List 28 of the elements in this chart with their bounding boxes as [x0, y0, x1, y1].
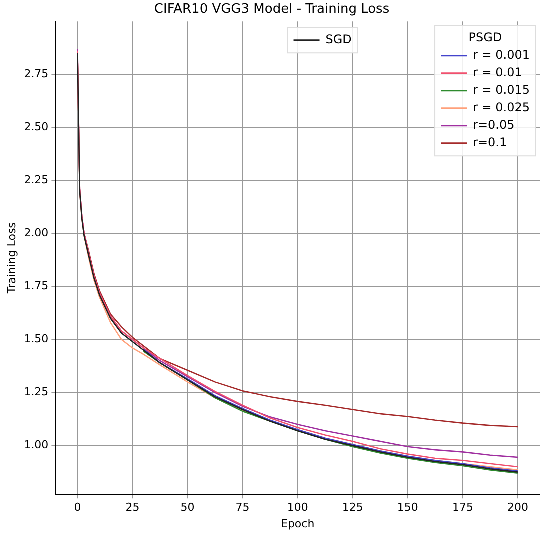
y-tick-label: 1.25	[24, 386, 49, 399]
y-tick-label: 2.25	[24, 174, 49, 187]
x-tick-label: 125	[342, 501, 364, 514]
y-tick-label: 1.50	[24, 332, 49, 346]
legend-label: r = 0.025	[473, 100, 530, 114]
x-tick-label: 75	[236, 501, 250, 514]
x-tick-label: 200	[507, 501, 528, 514]
legend-label: r = 0.001	[473, 48, 530, 62]
legend-label: r=0.1	[473, 135, 508, 150]
legend-label: r = 0.01	[473, 65, 522, 80]
y-tick-label: 2.00	[24, 226, 49, 240]
chart-title: CIFAR10 VGG3 Model - Training Loss	[154, 2, 390, 18]
x-tick-label: 0	[74, 501, 82, 514]
y-tick-label: 2.75	[24, 67, 49, 80]
legend-title: PSGD	[468, 30, 502, 44]
legend-label: r=0.05	[473, 118, 515, 132]
x-axis-title: Epoch	[281, 517, 315, 530]
x-tick-label: 100	[287, 501, 308, 514]
legend-label: SGD	[326, 32, 352, 46]
legend-label: r = 0.015	[473, 82, 530, 97]
x-tick-label: 175	[452, 501, 474, 514]
y-axis-title: Training Loss	[5, 222, 18, 295]
x-tick-label: 25	[126, 501, 140, 514]
y-tick-label: 2.50	[24, 120, 49, 134]
x-tick-label: 50	[180, 501, 195, 514]
x-tick-label: 150	[397, 501, 418, 514]
y-tick-label: 1.75	[24, 280, 49, 293]
y-tick-label: 1.00	[24, 438, 49, 452]
